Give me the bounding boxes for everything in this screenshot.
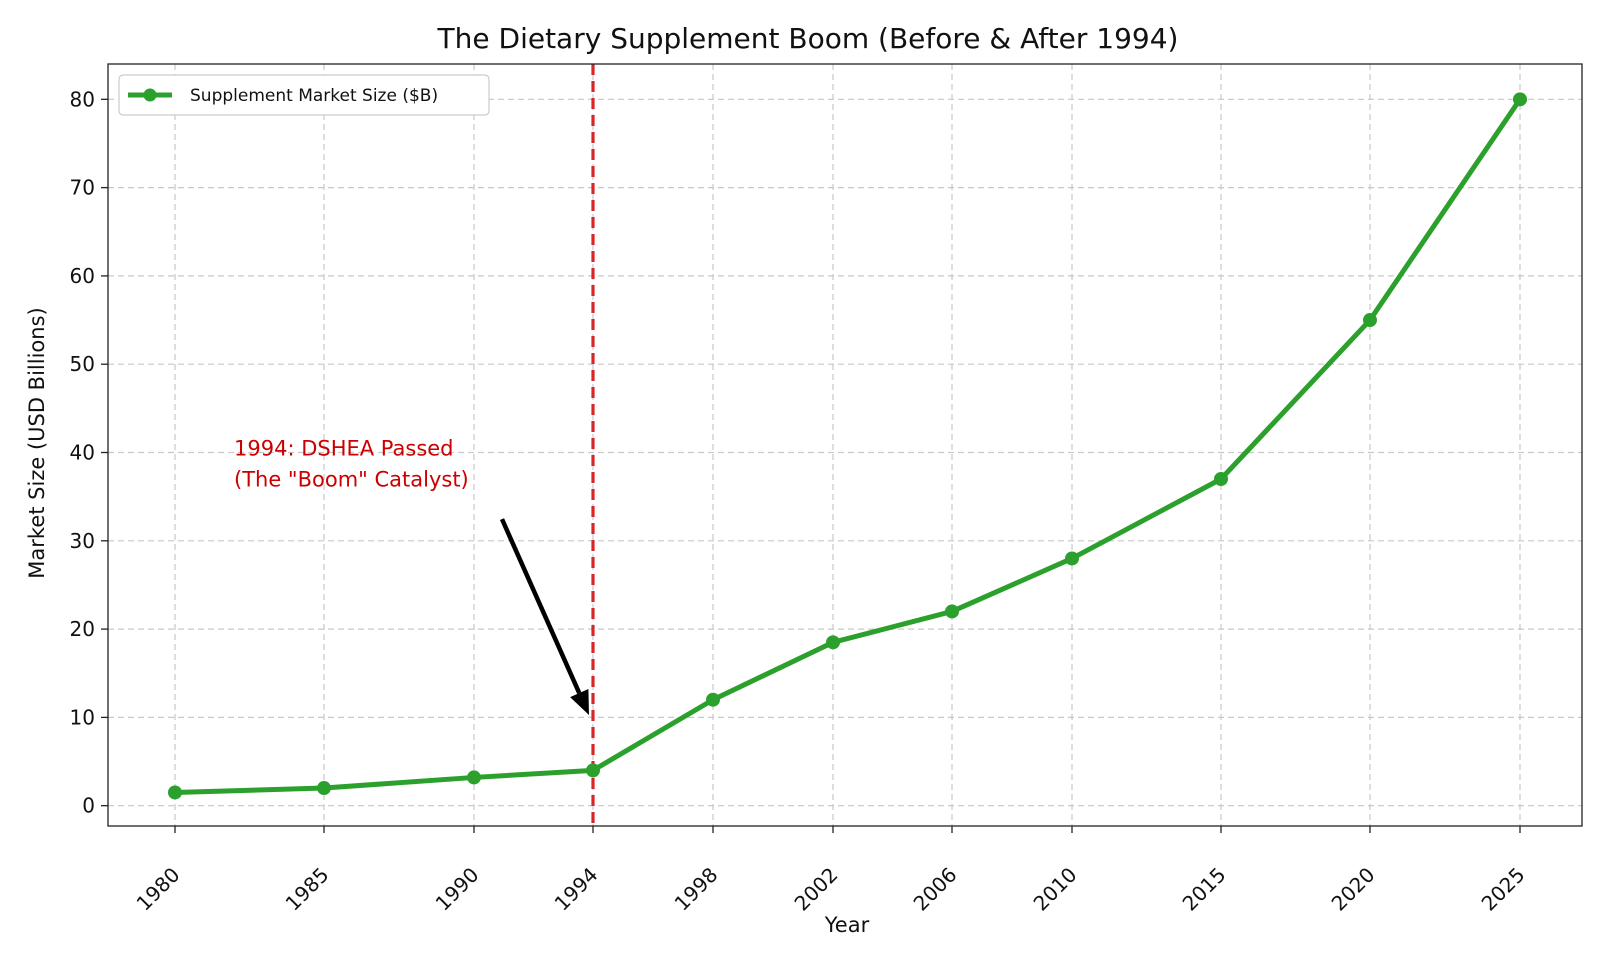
annotation-arrow-shaft: [499, 518, 582, 694]
data-point: [467, 770, 481, 785]
y-tick-label: 80: [70, 87, 95, 111]
grid: [108, 64, 1582, 826]
legend-box: [118, 74, 490, 116]
chart-title: The Dietary Supplement Boom (Before & Af…: [437, 22, 1179, 55]
annotation: 1994: DSHEA Passed (The "Boom" Catalyst): [234, 437, 589, 715]
y-tick-label: 40: [70, 441, 95, 465]
y-tick-label: 60: [70, 264, 95, 288]
legend: Supplement Market Size ($B): [118, 74, 490, 116]
annotation-arrow-head: [570, 688, 589, 715]
y-tick-label: 0: [82, 794, 95, 818]
y-tick-label: 50: [70, 352, 95, 376]
data-point: [1363, 313, 1377, 328]
y-tick-label: 20: [70, 617, 95, 641]
data-point: [168, 785, 182, 800]
series-layer: [168, 92, 1527, 800]
legend-marker-swatch: [143, 88, 157, 102]
x-axis-title: Year: [824, 913, 870, 937]
y-tick-label: 10: [70, 705, 95, 729]
annotation-text: (The "Boom" Catalyst): [234, 468, 469, 492]
legend-label: Supplement Market Size ($B): [190, 86, 438, 106]
data-point: [317, 781, 331, 796]
data-point: [945, 604, 959, 619]
data-point: [1065, 551, 1079, 566]
data-point: [706, 692, 720, 707]
data-point: [826, 635, 840, 650]
plot-frame: [107, 63, 1583, 827]
y-axis: 0 10 20 30 40 50 60 70 80: [70, 87, 108, 818]
data-point: [586, 763, 600, 778]
data-point: [1214, 471, 1228, 486]
annotation-text: 1994: DSHEA Passed: [234, 437, 454, 461]
data-point: [1513, 92, 1527, 107]
y-axis-title: Market Size (USD Billions): [25, 307, 49, 578]
y-tick-label: 70: [70, 176, 95, 200]
y-tick-label: 30: [70, 529, 95, 553]
